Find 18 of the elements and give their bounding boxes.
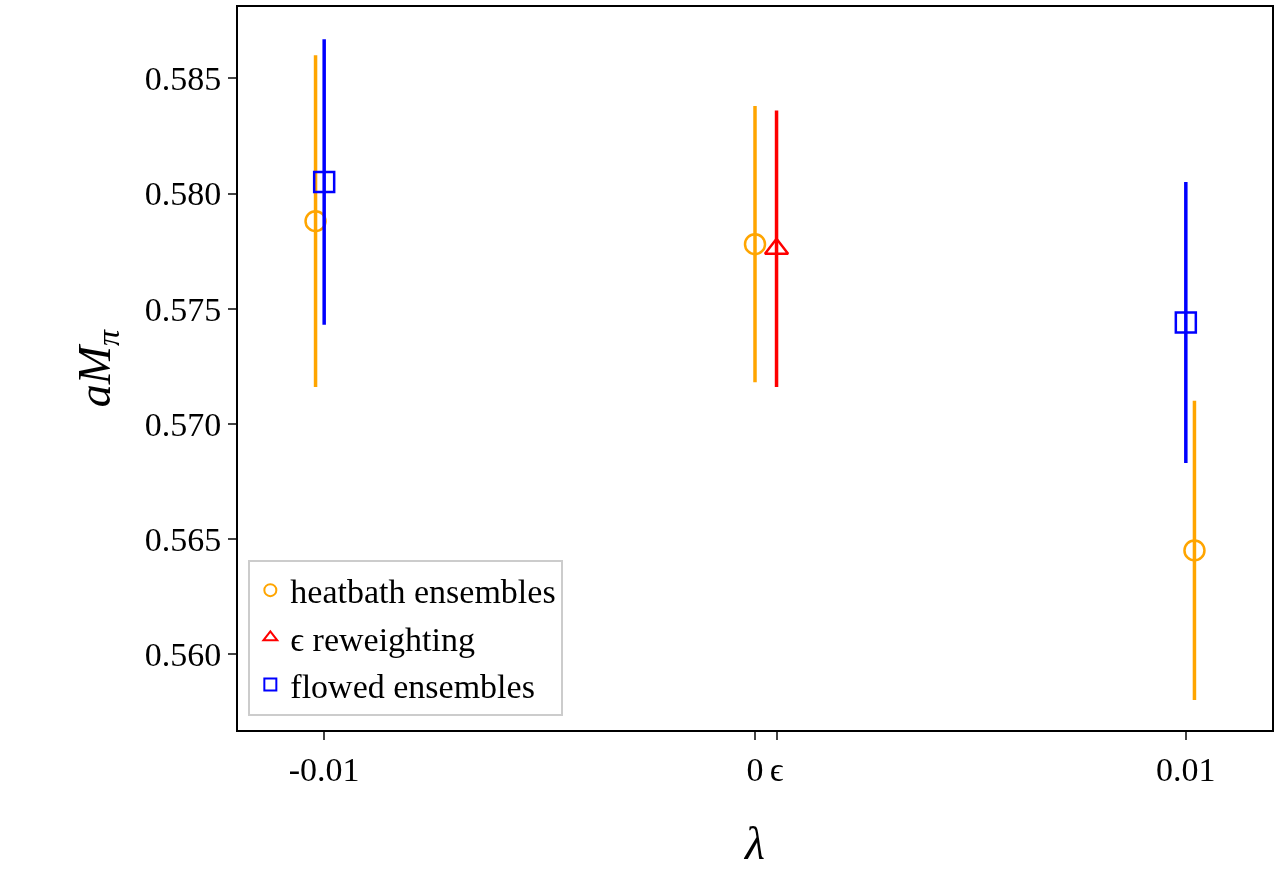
legend-label: ϵ reweighting	[290, 620, 476, 658]
y-tick-label: 0.565	[144, 520, 222, 558]
point	[743, 232, 767, 256]
point	[1174, 311, 1198, 334]
x-tick-label: ϵ	[769, 750, 784, 788]
y-tick-label: 0.560	[144, 635, 222, 673]
x-axis-title: λ	[743, 818, 765, 869]
y-tick-label: 0.575	[144, 290, 222, 328]
legend-label: heatbath ensembles	[290, 573, 556, 611]
x-tick-label: -0.01	[288, 750, 360, 788]
x-tick-label: 0.01	[1156, 750, 1216, 788]
point	[312, 170, 336, 194]
y-tick-label: 0.570	[144, 405, 222, 443]
point	[1183, 539, 1206, 562]
y-tick-label: 0.585	[144, 60, 222, 98]
x-tick-label: 0	[746, 750, 764, 788]
legend-label: flowed ensembles	[290, 667, 535, 705]
y-tick-label: 0.580	[144, 175, 222, 213]
